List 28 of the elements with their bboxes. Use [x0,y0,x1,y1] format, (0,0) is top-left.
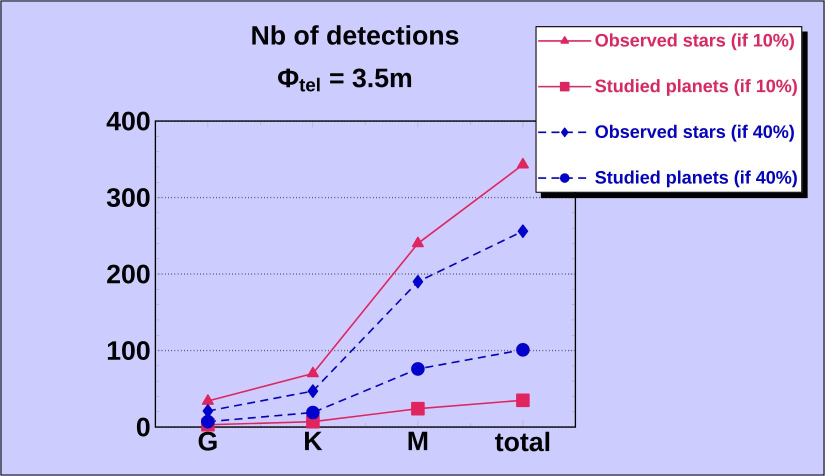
point [412,274,424,288]
legend-label: Studied planets (if 10%) [595,79,797,96]
legend-label: Observed stars (if 40%) [595,124,794,142]
point [516,158,529,168]
chart-subtitle: Φ$_{tel}$ = 3.5m [278,68,412,92]
point [412,236,424,248]
point [201,414,215,428]
y-tick-label: 300 [106,188,150,207]
chart-title: Nb of detections [252,25,458,45]
point [516,393,530,408]
point [308,384,318,398]
x-tick-label: M [408,432,428,450]
y-tick-label: 200 [107,264,150,284]
point [411,402,425,416]
legend-label: Observed stars (if 10%) [595,33,794,50]
y-tick-label: 400 [106,112,150,130]
x-tick-label: K [305,432,322,450]
x-tick-label: G [198,432,217,451]
point [202,394,214,405]
y-tick-label: 0 [136,418,150,436]
point [411,362,425,376]
point [306,406,320,420]
point [516,342,530,357]
point [306,366,319,378]
legend-label: Studied planets (if 40%) [595,170,797,188]
x-tick-label: total [495,432,550,452]
y-tick-label: 100 [108,341,150,360]
point [518,224,528,238]
